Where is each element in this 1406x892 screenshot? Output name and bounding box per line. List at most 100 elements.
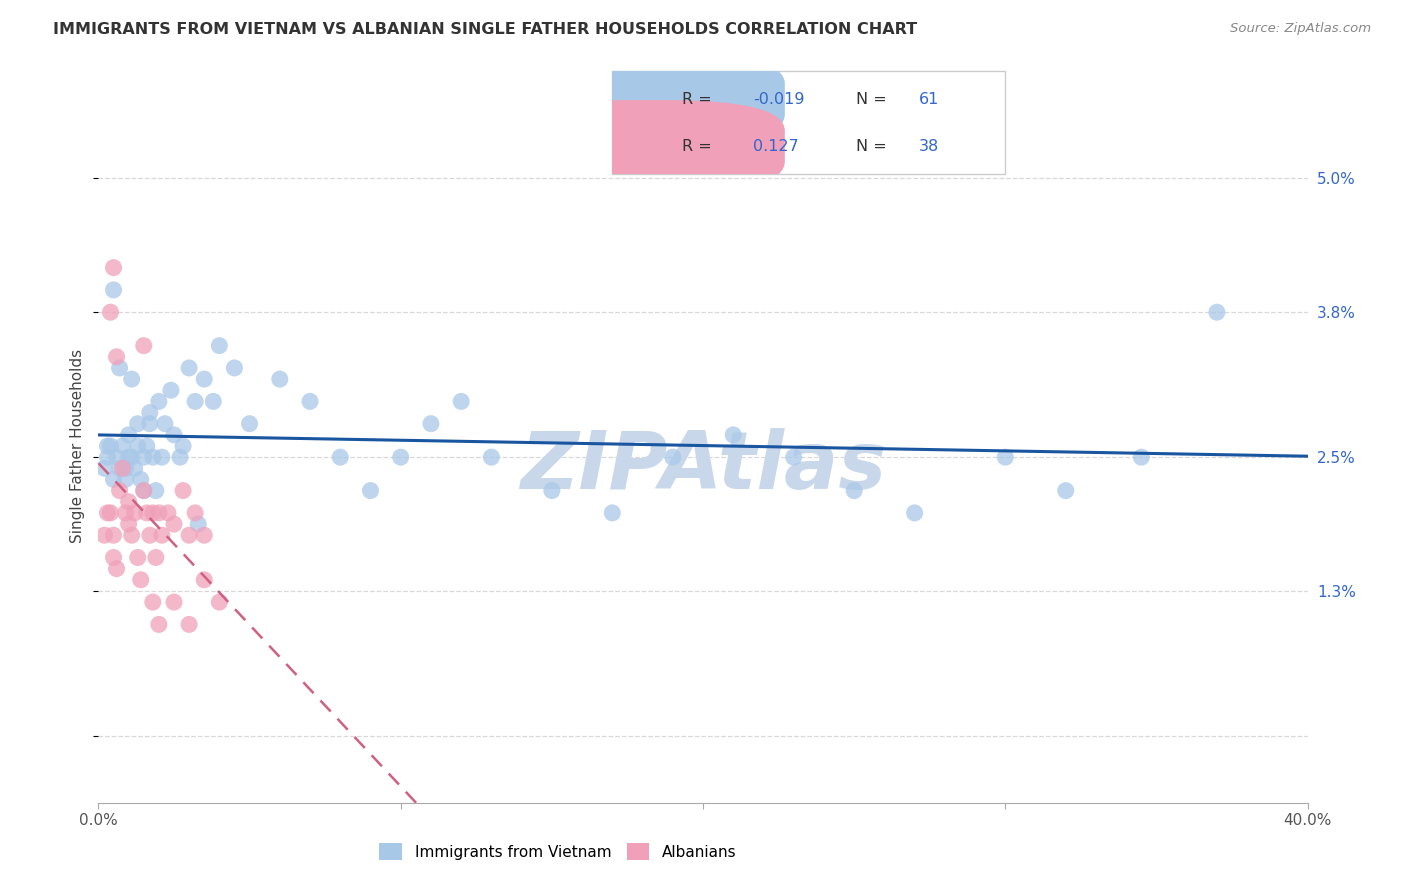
FancyBboxPatch shape — [509, 100, 785, 193]
Point — [129, 473, 152, 487]
Point — [103, 528, 125, 542]
Point — [114, 506, 136, 520]
Point — [108, 461, 131, 475]
Point — [132, 338, 155, 352]
Point — [121, 450, 143, 464]
Text: N =: N = — [856, 92, 886, 106]
Point — [481, 450, 503, 464]
Point — [193, 528, 215, 542]
Point — [103, 550, 125, 565]
Text: 0.127: 0.127 — [754, 139, 799, 153]
Point — [118, 427, 141, 442]
Point — [187, 517, 209, 532]
Point — [163, 595, 186, 609]
Point — [1206, 305, 1229, 319]
Point — [904, 506, 927, 520]
Point — [105, 450, 128, 464]
Point — [540, 483, 562, 498]
Point — [193, 372, 215, 386]
Point — [96, 506, 118, 520]
Point — [150, 450, 173, 464]
Point — [1130, 450, 1153, 464]
Point — [127, 439, 149, 453]
Point — [299, 394, 322, 409]
Point — [114, 473, 136, 487]
Point — [184, 506, 207, 520]
Point — [103, 283, 125, 297]
Point — [148, 506, 170, 520]
Point — [108, 360, 131, 375]
Point — [105, 562, 128, 576]
Point — [142, 450, 165, 464]
Point — [111, 461, 134, 475]
Point — [93, 528, 115, 542]
Text: -0.019: -0.019 — [754, 92, 804, 106]
Point — [172, 439, 194, 453]
Point — [420, 417, 443, 431]
Legend: Immigrants from Vietnam, Albanians: Immigrants from Vietnam, Albanians — [374, 837, 742, 866]
Text: ZIPAtlas: ZIPAtlas — [520, 428, 886, 507]
Text: 61: 61 — [918, 92, 939, 106]
Point — [661, 450, 683, 464]
Point — [118, 450, 141, 464]
Point — [208, 338, 231, 352]
Point — [127, 550, 149, 565]
Point — [135, 506, 157, 520]
Point — [193, 573, 215, 587]
Point — [269, 372, 291, 386]
Point — [100, 439, 122, 453]
Point — [93, 461, 115, 475]
Point — [142, 595, 165, 609]
Text: IMMIGRANTS FROM VIETNAM VS ALBANIAN SINGLE FATHER HOUSEHOLDS CORRELATION CHART: IMMIGRANTS FROM VIETNAM VS ALBANIAN SING… — [53, 22, 918, 37]
Point — [145, 483, 167, 498]
Point — [132, 450, 155, 464]
Point — [118, 494, 141, 508]
Text: R =: R = — [682, 139, 713, 153]
Point — [156, 506, 179, 520]
Point — [329, 450, 352, 464]
Point — [202, 394, 225, 409]
Point — [105, 350, 128, 364]
Point — [103, 260, 125, 275]
Text: 38: 38 — [918, 139, 939, 153]
Point — [139, 405, 162, 419]
Point — [127, 417, 149, 431]
Point — [179, 617, 201, 632]
Point — [114, 461, 136, 475]
Point — [150, 528, 173, 542]
Point — [142, 506, 165, 520]
Point — [96, 439, 118, 453]
Point — [163, 427, 186, 442]
Point — [132, 483, 155, 498]
Text: N =: N = — [856, 139, 886, 153]
Point — [179, 360, 201, 375]
Point — [783, 450, 806, 464]
Point — [844, 483, 866, 498]
Point — [1054, 483, 1077, 498]
Point — [121, 372, 143, 386]
Point — [450, 394, 472, 409]
Point — [100, 506, 122, 520]
Point — [389, 450, 412, 464]
Point — [160, 384, 183, 398]
Point — [96, 450, 118, 464]
Point — [103, 473, 125, 487]
FancyBboxPatch shape — [612, 71, 1005, 174]
Point — [129, 573, 152, 587]
Point — [224, 360, 246, 375]
Point — [100, 305, 122, 319]
Y-axis label: Single Father Households: Single Father Households — [70, 349, 86, 543]
Point — [602, 506, 624, 520]
Point — [139, 528, 162, 542]
FancyBboxPatch shape — [509, 53, 785, 145]
Point — [148, 394, 170, 409]
Point — [184, 394, 207, 409]
Point — [148, 617, 170, 632]
Point — [111, 439, 134, 453]
Point — [169, 450, 191, 464]
Point — [360, 483, 382, 498]
Text: Source: ZipAtlas.com: Source: ZipAtlas.com — [1230, 22, 1371, 36]
Point — [163, 517, 186, 532]
Point — [145, 550, 167, 565]
Point — [139, 417, 162, 431]
